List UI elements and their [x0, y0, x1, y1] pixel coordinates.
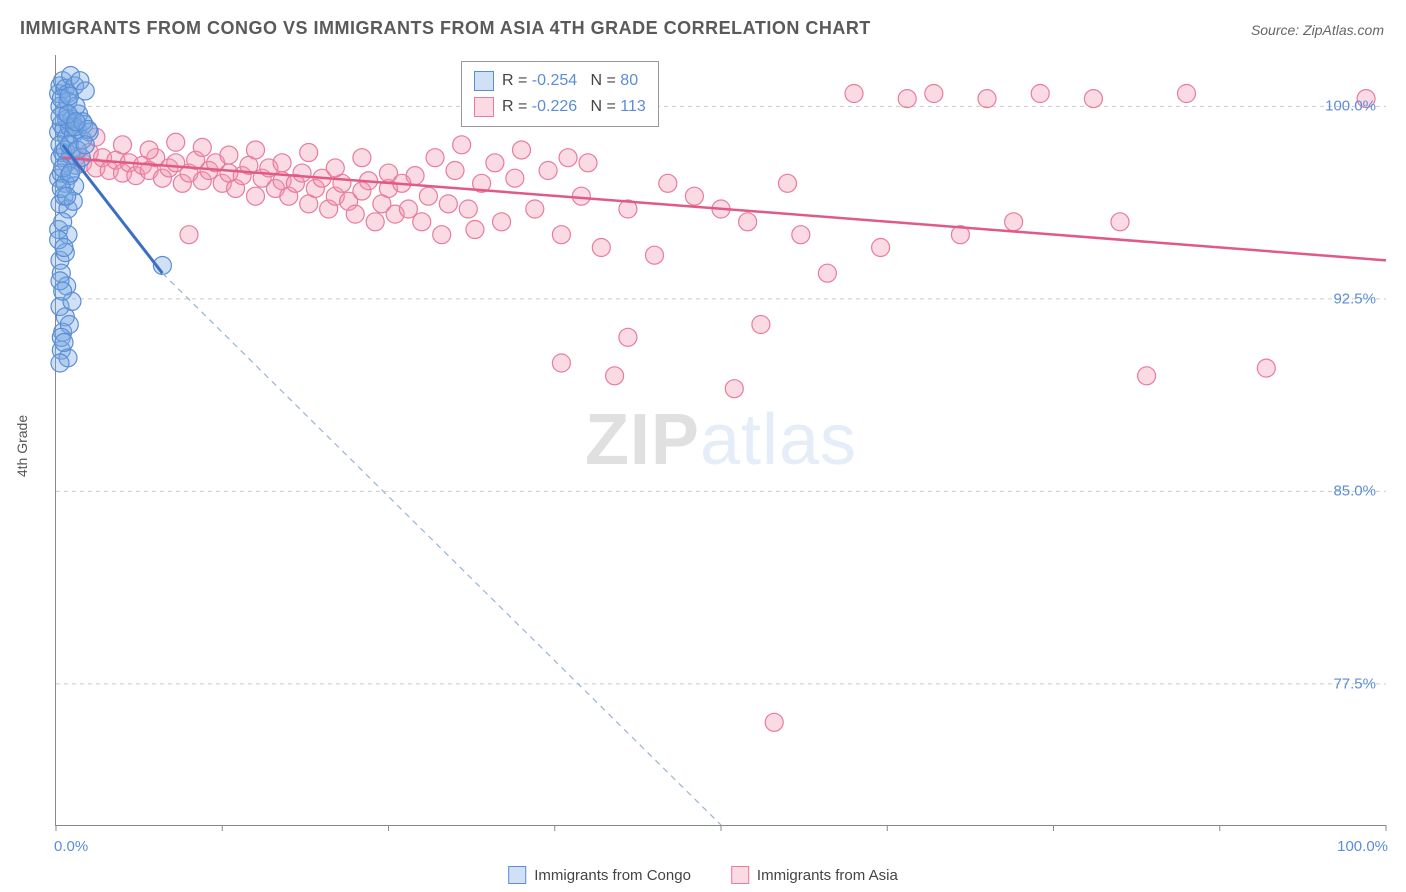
asia-point [685, 187, 703, 205]
asia-point [1005, 213, 1023, 231]
asia-point [619, 328, 637, 346]
asia-point [779, 174, 797, 192]
stats-row-asia: R = -0.226 N = 113 [474, 94, 646, 120]
asia-point [247, 141, 265, 159]
asia-point [898, 90, 916, 108]
legend-label-congo: Immigrants from Congo [534, 867, 691, 884]
legend-swatch-asia [731, 866, 749, 884]
asia-point [406, 167, 424, 185]
stats-text: R = -0.226 N = 113 [502, 94, 646, 120]
asia-point [493, 213, 511, 231]
stats-swatch [474, 97, 494, 117]
legend: Immigrants from Congo Immigrants from As… [508, 866, 898, 884]
asia-trend-line [63, 158, 1386, 261]
asia-point [419, 187, 437, 205]
asia-point [247, 187, 265, 205]
asia-point [818, 264, 836, 282]
congo-point [60, 87, 78, 105]
legend-item-congo: Immigrants from Congo [508, 866, 691, 884]
asia-point [539, 162, 557, 180]
asia-point [1178, 85, 1196, 103]
stats-row-congo: R = -0.254 N = 80 [474, 68, 646, 94]
legend-label-asia: Immigrants from Asia [757, 867, 898, 884]
chart-svg [56, 55, 1386, 825]
asia-point [765, 713, 783, 731]
asia-point [739, 213, 757, 231]
asia-point [167, 133, 185, 151]
asia-point [592, 239, 610, 257]
congo-point [67, 113, 85, 131]
source-label: Source: ZipAtlas.com [1251, 22, 1384, 38]
y-axis-label: 4th Grade [14, 415, 30, 477]
stats-text: R = -0.254 N = 80 [502, 68, 638, 94]
legend-swatch-congo [508, 866, 526, 884]
asia-point [552, 354, 570, 372]
asia-point [579, 154, 597, 172]
congo-trend-extrapolation [162, 273, 721, 825]
asia-point [1257, 359, 1275, 377]
asia-point [1031, 85, 1049, 103]
asia-point [486, 154, 504, 172]
asia-point [326, 159, 344, 177]
stats-box: R = -0.254 N = 80R = -0.226 N = 113 [461, 61, 659, 127]
asia-point [559, 149, 577, 167]
congo-point [54, 282, 72, 300]
asia-point [180, 226, 198, 244]
asia-point [872, 239, 890, 257]
asia-point [552, 226, 570, 244]
xtick-right: 100.0% [1337, 838, 1388, 855]
asia-point [506, 169, 524, 187]
xtick-left: 0.0% [54, 838, 88, 855]
congo-point [51, 354, 69, 372]
congo-point [55, 239, 73, 257]
asia-point [433, 226, 451, 244]
asia-point [114, 136, 132, 154]
asia-point [1111, 213, 1129, 231]
ytick-label: 77.5% [1333, 675, 1376, 692]
asia-point [845, 85, 863, 103]
asia-point [646, 246, 664, 264]
asia-point [273, 154, 291, 172]
asia-point [426, 149, 444, 167]
asia-point [1084, 90, 1102, 108]
asia-point [366, 213, 384, 231]
asia-point [293, 164, 311, 182]
congo-point [58, 187, 76, 205]
asia-point [752, 316, 770, 334]
congo-point [76, 136, 94, 154]
asia-point [413, 213, 431, 231]
asia-point [1138, 367, 1156, 385]
asia-point [446, 162, 464, 180]
asia-point [140, 141, 158, 159]
asia-point [513, 141, 531, 159]
ytick-label: 85.0% [1333, 483, 1376, 500]
congo-point [62, 164, 80, 182]
legend-item-asia: Immigrants from Asia [731, 866, 898, 884]
asia-point [526, 200, 544, 218]
asia-point [466, 221, 484, 239]
stats-swatch [474, 71, 494, 91]
asia-point [220, 146, 238, 164]
asia-point [453, 136, 471, 154]
asia-point [353, 149, 371, 167]
asia-point [459, 200, 477, 218]
chart-title: IMMIGRANTS FROM CONGO VS IMMIGRANTS FROM… [20, 18, 871, 39]
asia-point [925, 85, 943, 103]
asia-point [439, 195, 457, 213]
asia-point [346, 205, 364, 223]
ytick-label: 100.0% [1325, 98, 1376, 115]
ytick-label: 92.5% [1333, 290, 1376, 307]
asia-point [792, 226, 810, 244]
asia-point [380, 164, 398, 182]
asia-point [725, 380, 743, 398]
congo-point [55, 333, 73, 351]
asia-point [606, 367, 624, 385]
asia-point [978, 90, 996, 108]
asia-point [193, 138, 211, 156]
asia-point [659, 174, 677, 192]
asia-point [300, 144, 318, 162]
plot-area: ZIPatlas 77.5%85.0%92.5%100.0% 0.0% 100.… [55, 55, 1386, 826]
